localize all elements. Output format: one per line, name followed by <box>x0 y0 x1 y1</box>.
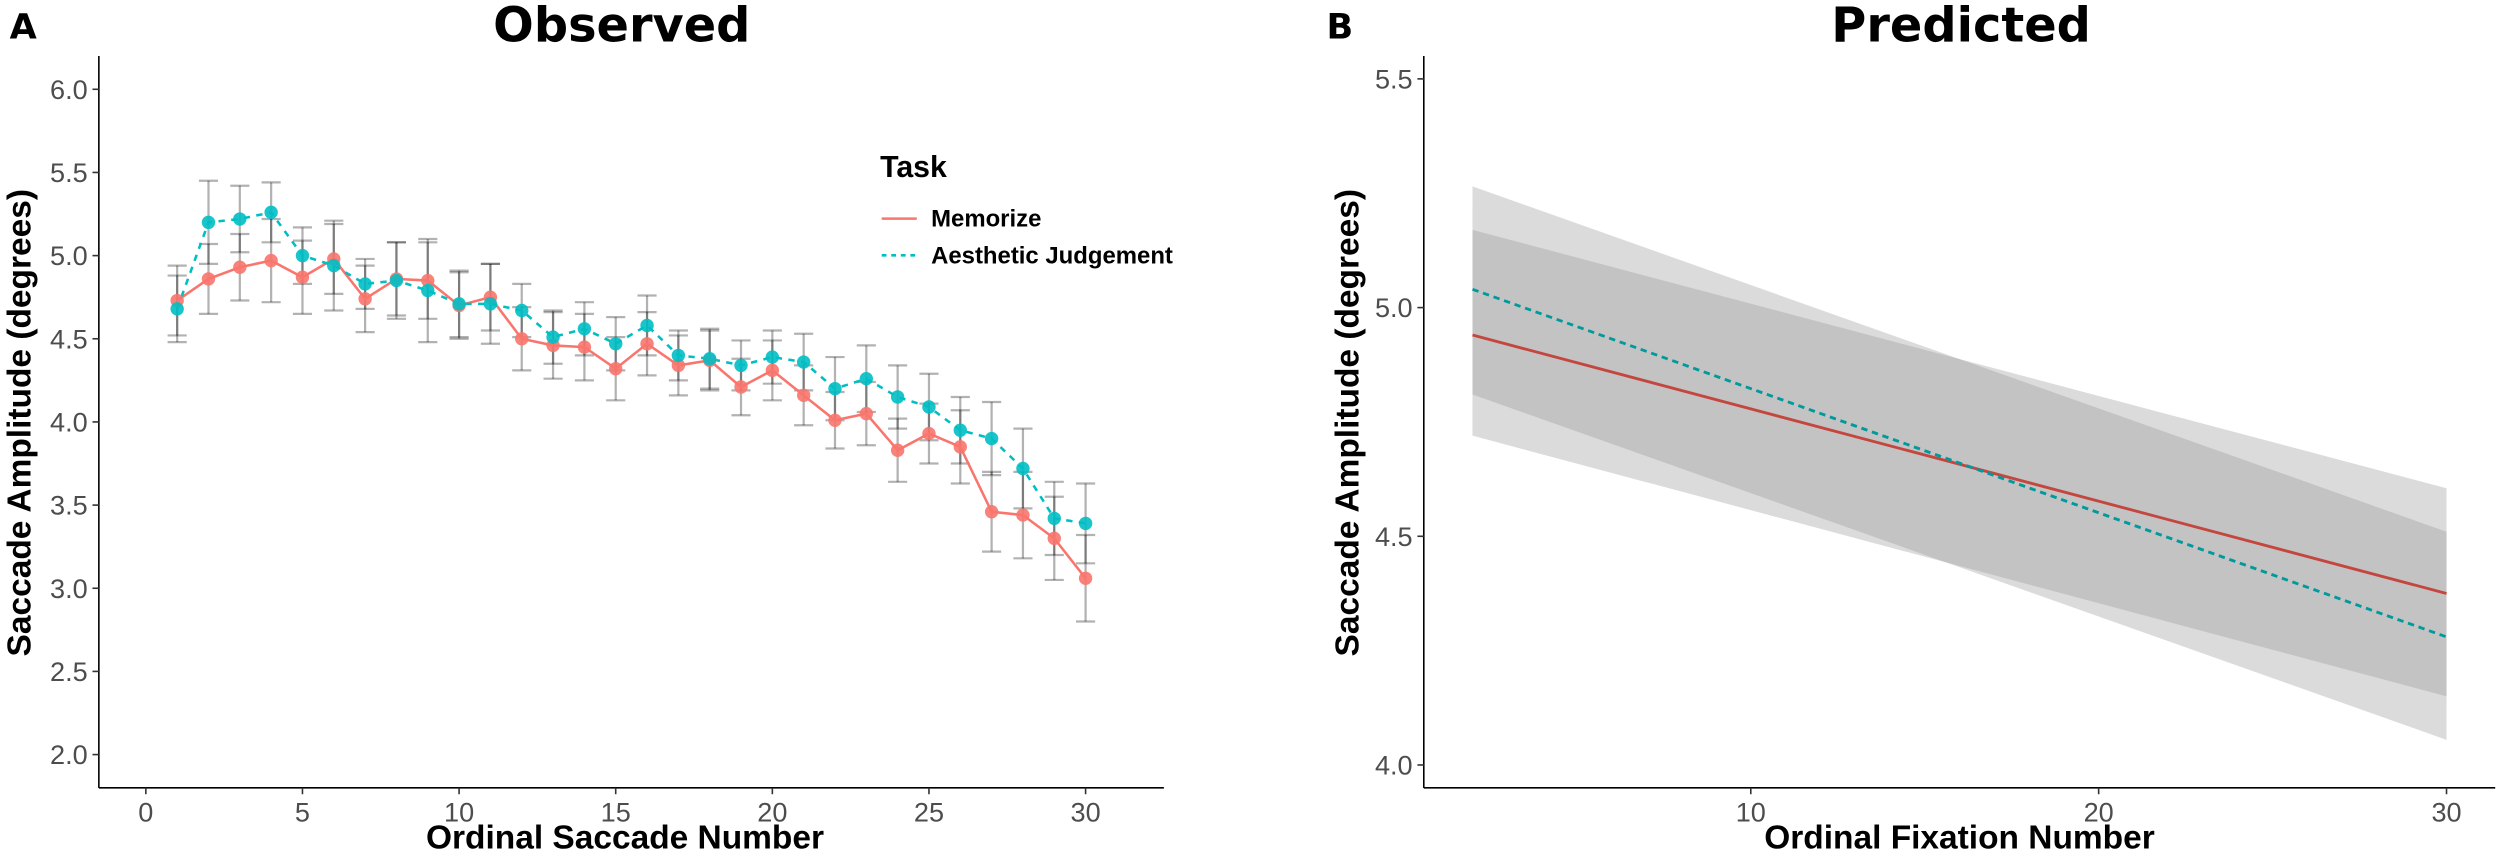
data-point-memorize <box>890 443 905 457</box>
series-line-memorize <box>176 257 1087 580</box>
y-axis-label-b: Saccade Amplitude (degrees) <box>1329 189 1366 656</box>
data-point-aesthetic <box>515 303 529 318</box>
data-point-memorize <box>577 340 592 354</box>
data-point-memorize <box>765 363 780 378</box>
y-tick-label: 4.0 <box>50 407 88 438</box>
data-point-memorize <box>358 292 372 306</box>
x-tick-label: 0 <box>138 796 153 827</box>
data-point-memorize <box>233 260 247 274</box>
y-tick-label: 2.5 <box>50 656 88 687</box>
data-point-aesthetic <box>640 318 654 333</box>
data-point-aesthetic <box>421 283 435 298</box>
panel-label-a: A <box>10 6 37 47</box>
legend-label-aesthetic: Aesthetic Judgement <box>931 242 1173 269</box>
data-point-aesthetic <box>828 381 842 396</box>
data-point-aesthetic <box>953 423 967 437</box>
x-tick-label: 25 <box>914 796 944 827</box>
prediction-line-aesthetic <box>1472 287 2447 639</box>
legend-label-memorize: Memorize <box>931 206 1041 233</box>
data-point-memorize <box>295 270 310 284</box>
data-point-aesthetic <box>765 350 780 364</box>
data-point-memorize <box>984 505 999 519</box>
data-point-memorize <box>828 413 842 427</box>
chart-title-b: Predicted <box>1831 0 2091 54</box>
data-point-aesthetic <box>702 352 717 366</box>
y-tick-label: 6.0 <box>50 74 88 105</box>
y-tick-label: 4.0 <box>1375 750 1413 781</box>
data-point-memorize <box>1047 531 1061 546</box>
y-tick-label: 2.0 <box>50 739 88 770</box>
data-point-memorize <box>609 362 623 376</box>
data-point-memorize <box>201 272 216 286</box>
x-tick-label: 30 <box>1071 796 1101 827</box>
data-point-aesthetic <box>389 273 404 288</box>
data-point-memorize <box>671 358 686 373</box>
data-point-memorize <box>953 440 967 454</box>
x-tick-label: 5 <box>295 796 310 827</box>
data-point-aesthetic <box>264 205 278 220</box>
data-point-aesthetic <box>358 277 372 291</box>
data-point-aesthetic <box>1016 461 1030 476</box>
data-point-memorize <box>859 406 874 421</box>
data-point-memorize <box>734 380 748 394</box>
data-point-aesthetic <box>1047 511 1061 526</box>
x-tick-label: 10 <box>444 796 474 827</box>
legend: Task Memorize Aesthetic Judgement <box>880 151 1173 269</box>
data-point-aesthetic <box>859 371 874 386</box>
x-tick-label: 20 <box>757 796 787 827</box>
data-point-aesthetic <box>295 248 310 263</box>
x-tick-label: 10 <box>1736 796 1766 827</box>
y-tick-label: 5.0 <box>50 240 88 271</box>
series-line-aesthetic <box>175 210 1086 525</box>
y-tick-label: 5.5 <box>50 157 88 188</box>
data-point-aesthetic <box>671 348 686 363</box>
data-point-aesthetic <box>452 297 466 311</box>
x-axis-label-a: Ordinal Saccade Number <box>426 819 824 856</box>
x-axis-label-b: Ordinal Fixation Number <box>1764 819 2155 856</box>
panel-label-b: B <box>1327 6 1354 47</box>
y-axis-label-a: Saccade Amplitude (degrees) <box>1 189 38 656</box>
data-point-aesthetic <box>1078 516 1093 531</box>
data-point-aesthetic <box>577 322 592 336</box>
data-point-aesthetic <box>734 358 748 373</box>
data-point-aesthetic <box>233 212 247 226</box>
y-tick-label: 3.0 <box>50 573 88 604</box>
data-point-aesthetic <box>483 297 498 311</box>
data-point-memorize <box>922 426 936 441</box>
data-point-aesthetic <box>170 302 184 316</box>
x-tick-label: 20 <box>2084 796 2114 827</box>
data-point-memorize <box>1016 508 1030 522</box>
data-point-aesthetic <box>609 337 623 351</box>
x-tick-label: 30 <box>2431 796 2461 827</box>
data-point-memorize <box>515 332 529 346</box>
data-point-aesthetic <box>201 215 216 230</box>
data-point-aesthetic <box>890 390 905 404</box>
data-point-aesthetic <box>922 400 936 414</box>
data-point-memorize <box>421 273 435 288</box>
data-point-memorize <box>640 337 654 351</box>
y-tick-label: 5.0 <box>1375 292 1413 323</box>
panel-a: A Observed Ordinal Saccade Number Saccad… <box>1 0 1173 856</box>
data-point-memorize <box>264 253 278 268</box>
data-point-memorize <box>796 388 811 403</box>
data-point-aesthetic <box>984 431 999 446</box>
data-point-aesthetic <box>546 330 560 344</box>
x-tick-label: 15 <box>601 796 631 827</box>
y-tick-label: 5.5 <box>1375 63 1413 94</box>
panel-b: B Predicted Ordinal Fixation Number Sacc… <box>1327 0 2496 856</box>
y-tick-label: 4.5 <box>50 323 88 354</box>
data-point-aesthetic <box>796 355 811 369</box>
data-point-memorize <box>1078 571 1093 585</box>
data-point-aesthetic <box>327 258 341 273</box>
chart-title-a: Observed <box>493 0 750 54</box>
y-tick-label: 4.5 <box>1375 521 1413 552</box>
legend-title: Task <box>880 151 947 184</box>
y-tick-label: 3.5 <box>50 490 88 521</box>
